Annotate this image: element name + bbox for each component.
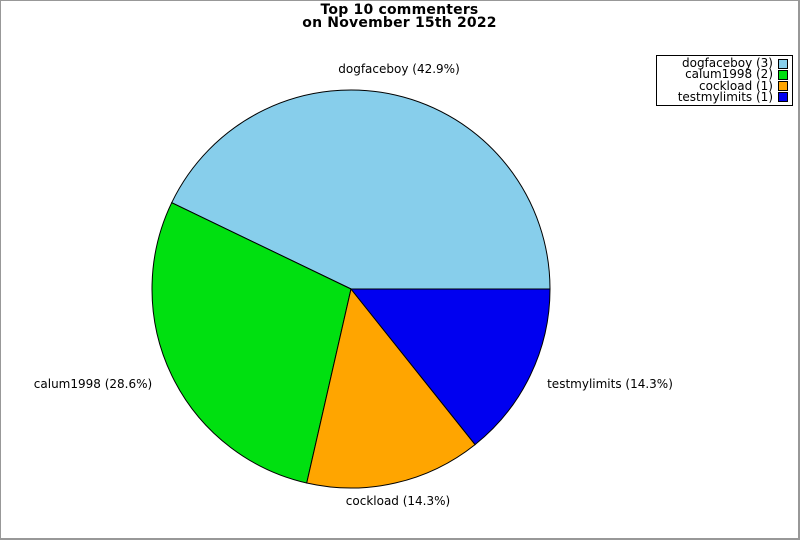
slice-label-cockload: cockload (14.3%) [345,494,451,508]
chart-title-line2: on November 15th 2022 [302,14,497,31]
legend-label: cockload (1) [699,78,773,93]
legend-item-calum1998: calum1998 (2) [659,67,788,82]
legend-swatch-calum1998 [778,69,788,80]
legend-item-testmylimits: testmylimits (1) [659,89,788,104]
slice-label-testmylimits: testmylimits (14.3%) [547,377,673,391]
legend-item-cockload: cockload (1) [659,78,788,93]
chart-title-line1: Top 10 commenters [320,2,479,18]
pie-slice-calum1998 [151,201,352,484]
legend-swatch-dogfaceboy [778,58,788,69]
legend-swatch-cockload [778,81,788,92]
slice-label-calum1998: calum1998 (28.6%) [33,377,153,391]
chart-title: Top 10 commenters on November 15th 2022 [1,2,798,31]
legend-label: testmylimits (1) [677,89,773,104]
pie-slice-dogfaceboy [171,89,551,290]
legend-swatch-testmylimits [778,92,788,103]
legend: dogfaceboy (3) calum1998 (2) cockload (1… [656,55,793,106]
pie-slice-testmylimits [349,288,551,446]
legend-item-dogfaceboy: dogfaceboy (3) [659,56,788,71]
legend-label: calum1998 (2) [685,67,773,82]
slice-label-dogfaceboy: dogfaceboy (42.9%) [338,62,460,76]
legend-label: dogfaceboy (3) [681,56,773,71]
pie-slice-cockload [306,287,476,489]
